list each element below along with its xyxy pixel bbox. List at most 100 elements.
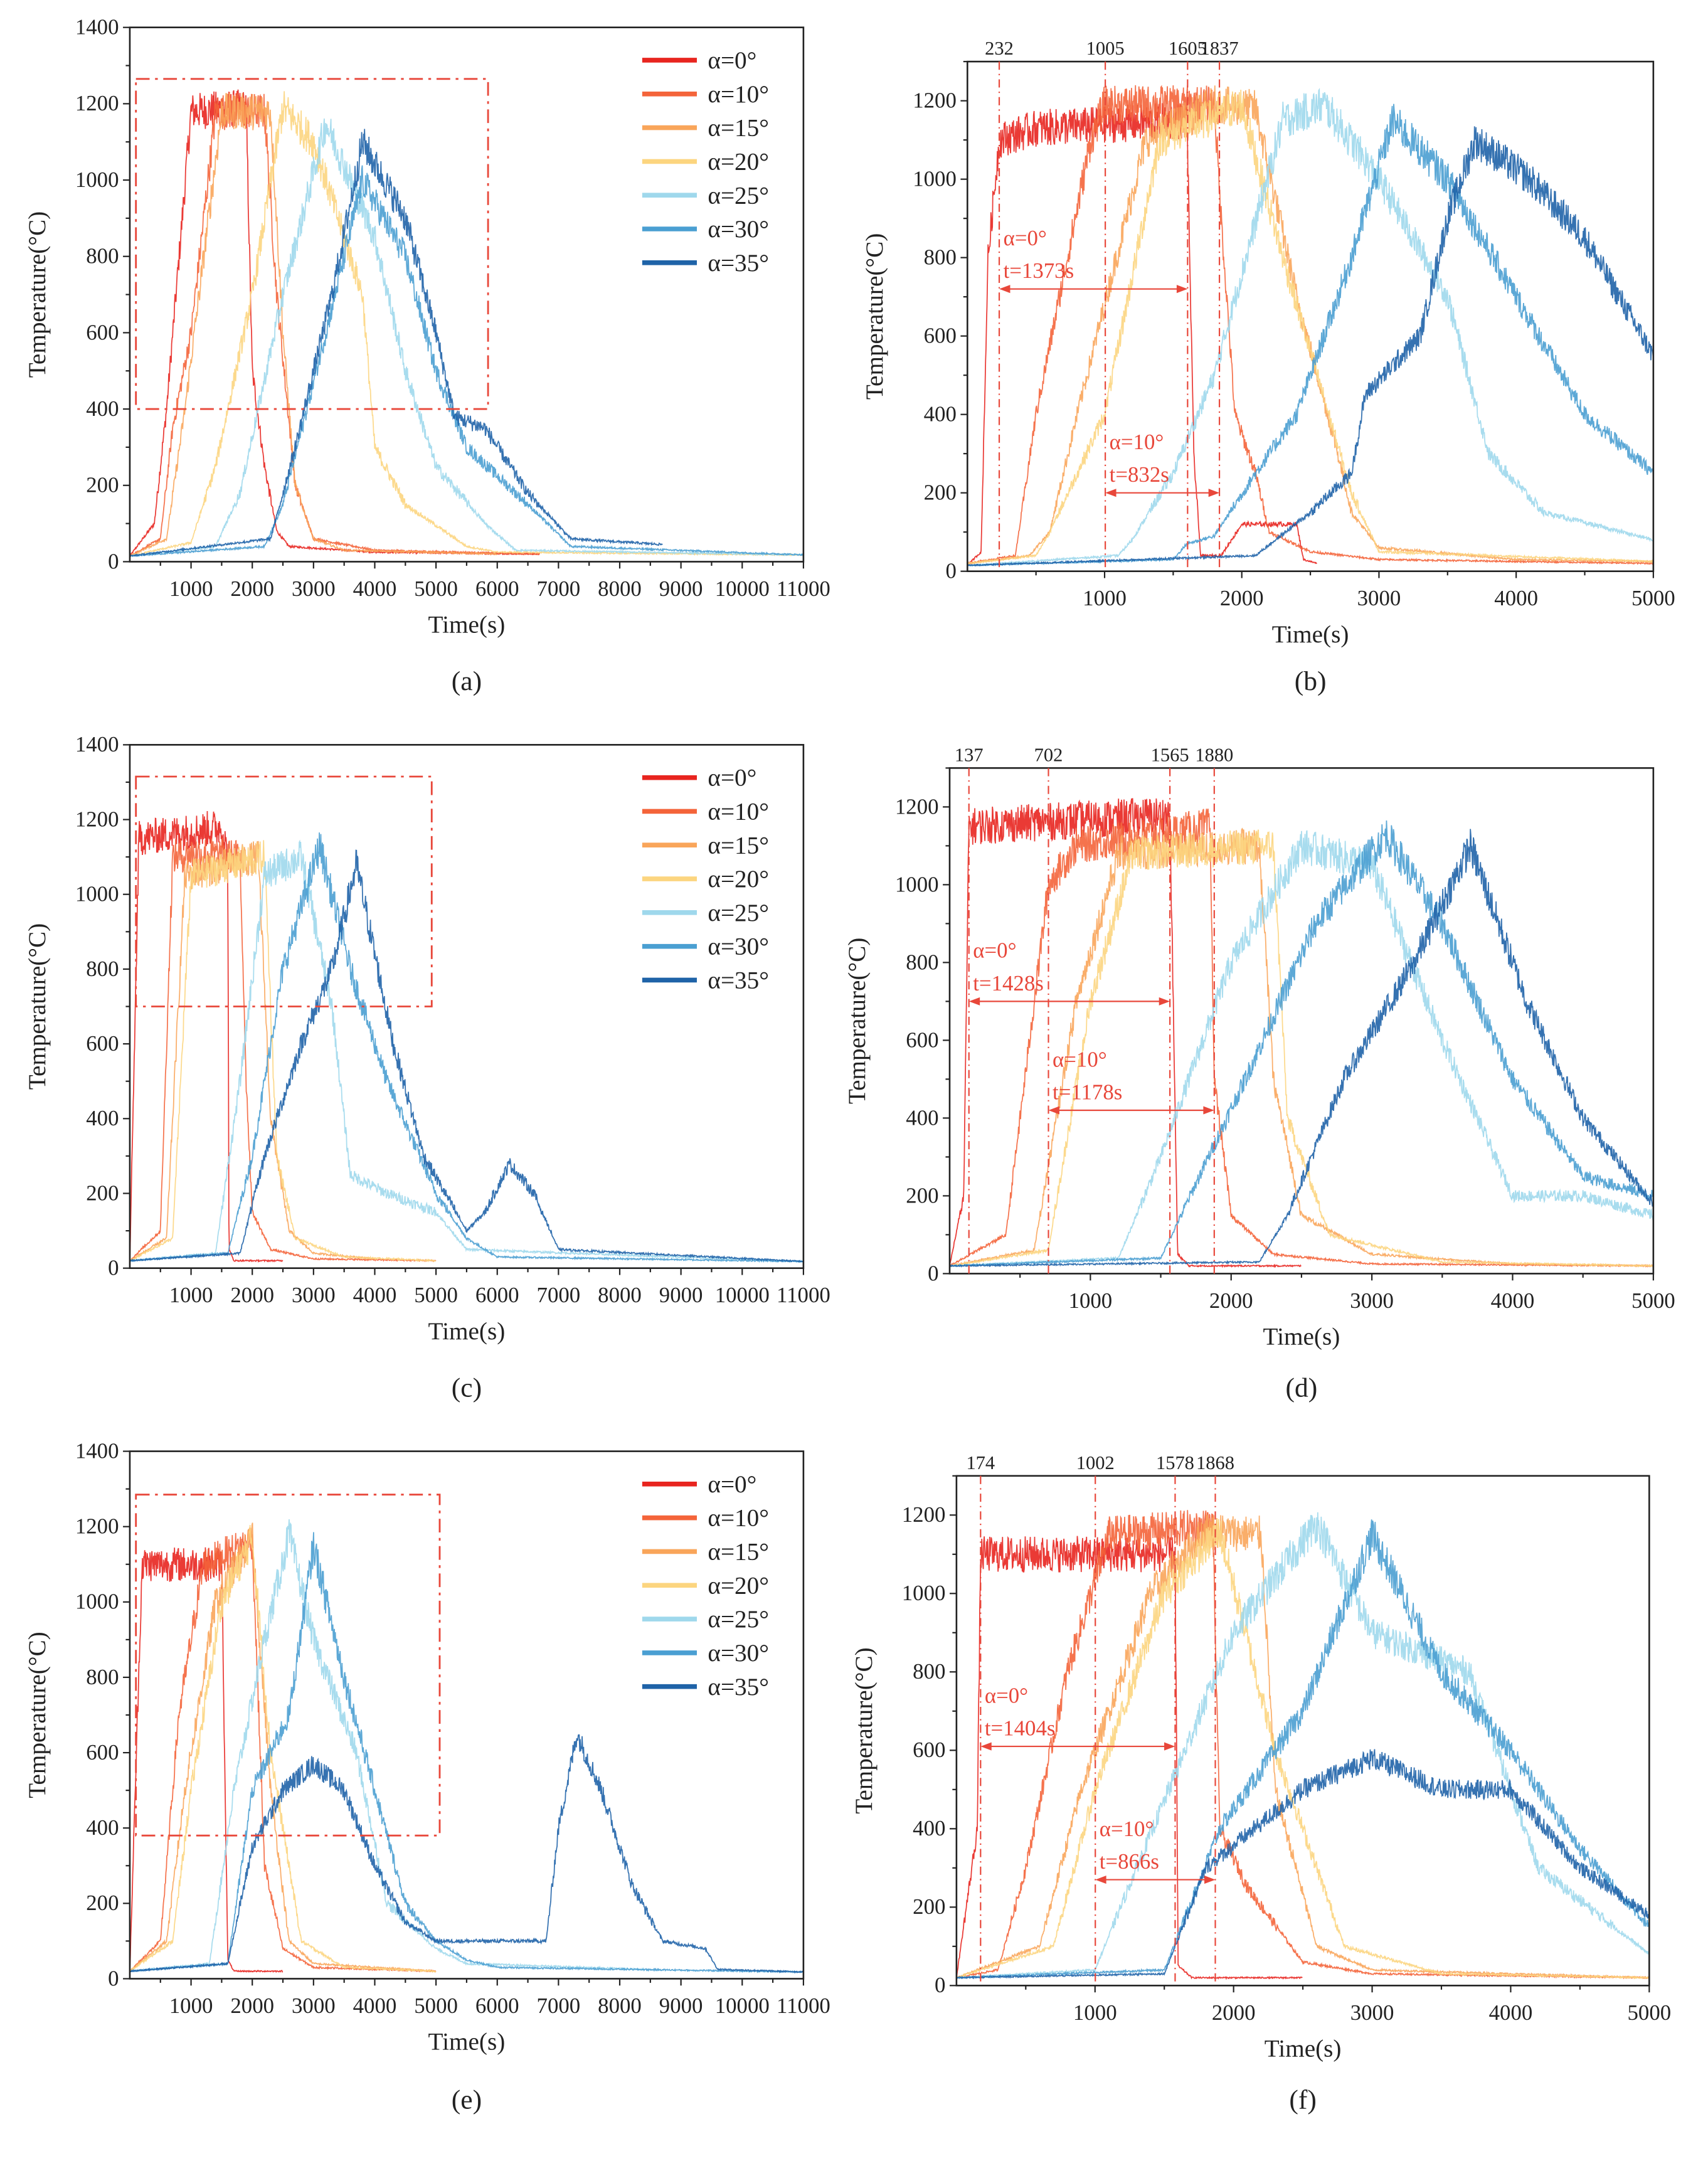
series-line-alpha-20 [949,829,1653,1268]
x-tick-label: 9000 [659,1993,703,2018]
time-marker-label: 1565 [1151,744,1189,765]
y-tick-label: 200 [924,480,957,505]
legend-label: α=30° [708,933,769,960]
time-marker-label: 1880 [1195,744,1233,765]
time-marker-label: 1868 [1196,1452,1234,1473]
series-line-alpha-35 [967,126,1653,567]
series-group [949,798,1653,1268]
series-line-alpha-20 [129,1525,437,1973]
annotation-duration: t=1178s [1053,1080,1122,1105]
x-tick-label: 6000 [475,1283,519,1307]
legend-label: α=0° [708,47,756,74]
legend-label: α=15° [708,115,769,142]
series-line-alpha-30 [967,104,1653,567]
y-tick-label: 0 [108,1966,119,1990]
series-line-alpha-15 [129,841,375,1262]
x-tick-label: 7000 [537,1993,581,2018]
y-axis-title: Temperature(°C) [844,938,871,1104]
series-group [129,89,804,558]
subplot-b: 1000 2000 3000 4000 5000 0 200 400 600 800 1000 120… [861,38,1675,696]
legend-label: α=35° [708,967,769,994]
annotation-angle: α=0° [985,1683,1028,1707]
arrow-head-left [1095,1876,1106,1884]
y-tick-label: 800 [86,1665,119,1689]
series-line-alpha-0 [129,810,284,1263]
arrow-head-left [968,997,980,1006]
y-tick-label: 600 [906,1027,938,1052]
y-tick-label: 0 [935,1973,945,1997]
arrow-head-left [1105,489,1117,497]
annotation-duration: t=1404s [985,1716,1056,1741]
x-tick-label: 3000 [1357,586,1401,610]
zoom-region-box [135,1494,441,1837]
x-axis-title: Time(s) [428,1318,506,1345]
subplot-caption: (b) [1295,666,1327,696]
axes-frame [967,60,1655,572]
y-tick-label: 1000 [75,882,119,906]
subplot-caption: (d) [1286,1372,1318,1403]
y-tick-label: 400 [86,1815,119,1840]
arrow-head-right [1208,489,1220,497]
series-line-alpha-35 [129,129,663,557]
x-tick-label: 4000 [353,576,397,601]
x-tick-label: 7000 [537,576,581,601]
arrow-head-left [980,1742,992,1751]
legend-label: α=30° [708,1640,769,1667]
x-tick-label: 3000 [1350,2000,1394,2025]
annotation-angle: α=10° [1110,430,1164,454]
y-tick-label: 0 [928,1261,938,1285]
annotation-angle: α=10° [1100,1817,1154,1841]
x-axis-title: Time(s) [1272,621,1349,648]
x-tick-label: 4000 [1491,1288,1535,1313]
x-tick-label: 5000 [1631,586,1675,610]
x-tick-label: 2000 [1209,1288,1253,1313]
series-line-alpha-0 [967,103,1318,566]
x-axis-title: Time(s) [1263,1324,1340,1351]
legend-label: α=10° [708,81,769,108]
x-tick-label: 11000 [777,576,830,601]
arrow-head-right [1176,285,1188,294]
arrow-head-right [1203,1106,1214,1115]
x-tick-label: 4000 [353,1993,397,2018]
zoom-region-box [135,775,433,1007]
time-marker-label: 1005 [1086,38,1125,59]
y-tick-label: 800 [924,245,957,270]
x-tick-label: 9000 [659,1283,703,1307]
series-group [129,1519,804,1974]
series-line-alpha-30 [129,1532,804,1974]
series-line-alpha-20 [956,1518,1650,1980]
y-tick-label: 200 [86,1181,119,1205]
series-line-alpha-15 [967,85,1653,565]
y-tick-label: 1200 [902,1502,946,1527]
x-tick-label: 1000 [1083,586,1127,610]
y-tick-label: 600 [913,1738,945,1762]
y-tick-label: 1400 [75,732,119,757]
annotation-duration: t=1373s [1004,258,1074,283]
y-tick-label: 1000 [902,1581,946,1605]
x-tick-label: 5000 [414,1993,458,2018]
series-line-alpha-10 [949,809,1653,1268]
y-tick-label: 0 [108,549,119,573]
series-line-alpha-35 [956,1749,1650,1980]
y-tick-label: 800 [906,950,938,974]
y-tick-label: 1000 [913,167,957,191]
series-line-alpha-10 [129,92,541,558]
x-tick-label: 2000 [230,1283,274,1307]
arrow-head-right [1159,997,1170,1006]
x-tick-label: 3000 [1350,1288,1394,1313]
series-group [129,810,804,1263]
x-tick-label: 1000 [169,576,213,601]
y-tick-label: 200 [906,1183,938,1208]
y-tick-label: 400 [906,1105,938,1130]
x-tick-label: 9000 [659,576,703,601]
series-line-alpha-20 [129,840,437,1263]
legend-label: α=15° [708,1539,769,1566]
series-line-alpha-15 [949,827,1653,1268]
x-tick-label: 2000 [230,1993,274,2018]
legend-label: α=30° [708,216,769,243]
annotation-duration: t=1428s [973,971,1044,995]
x-tick-label: 7000 [537,1283,581,1307]
y-axis-title: Temperature(°C) [851,1647,878,1813]
y-tick-label: 1200 [913,88,957,113]
y-axis-title: Temperature(°C) [24,1632,51,1798]
